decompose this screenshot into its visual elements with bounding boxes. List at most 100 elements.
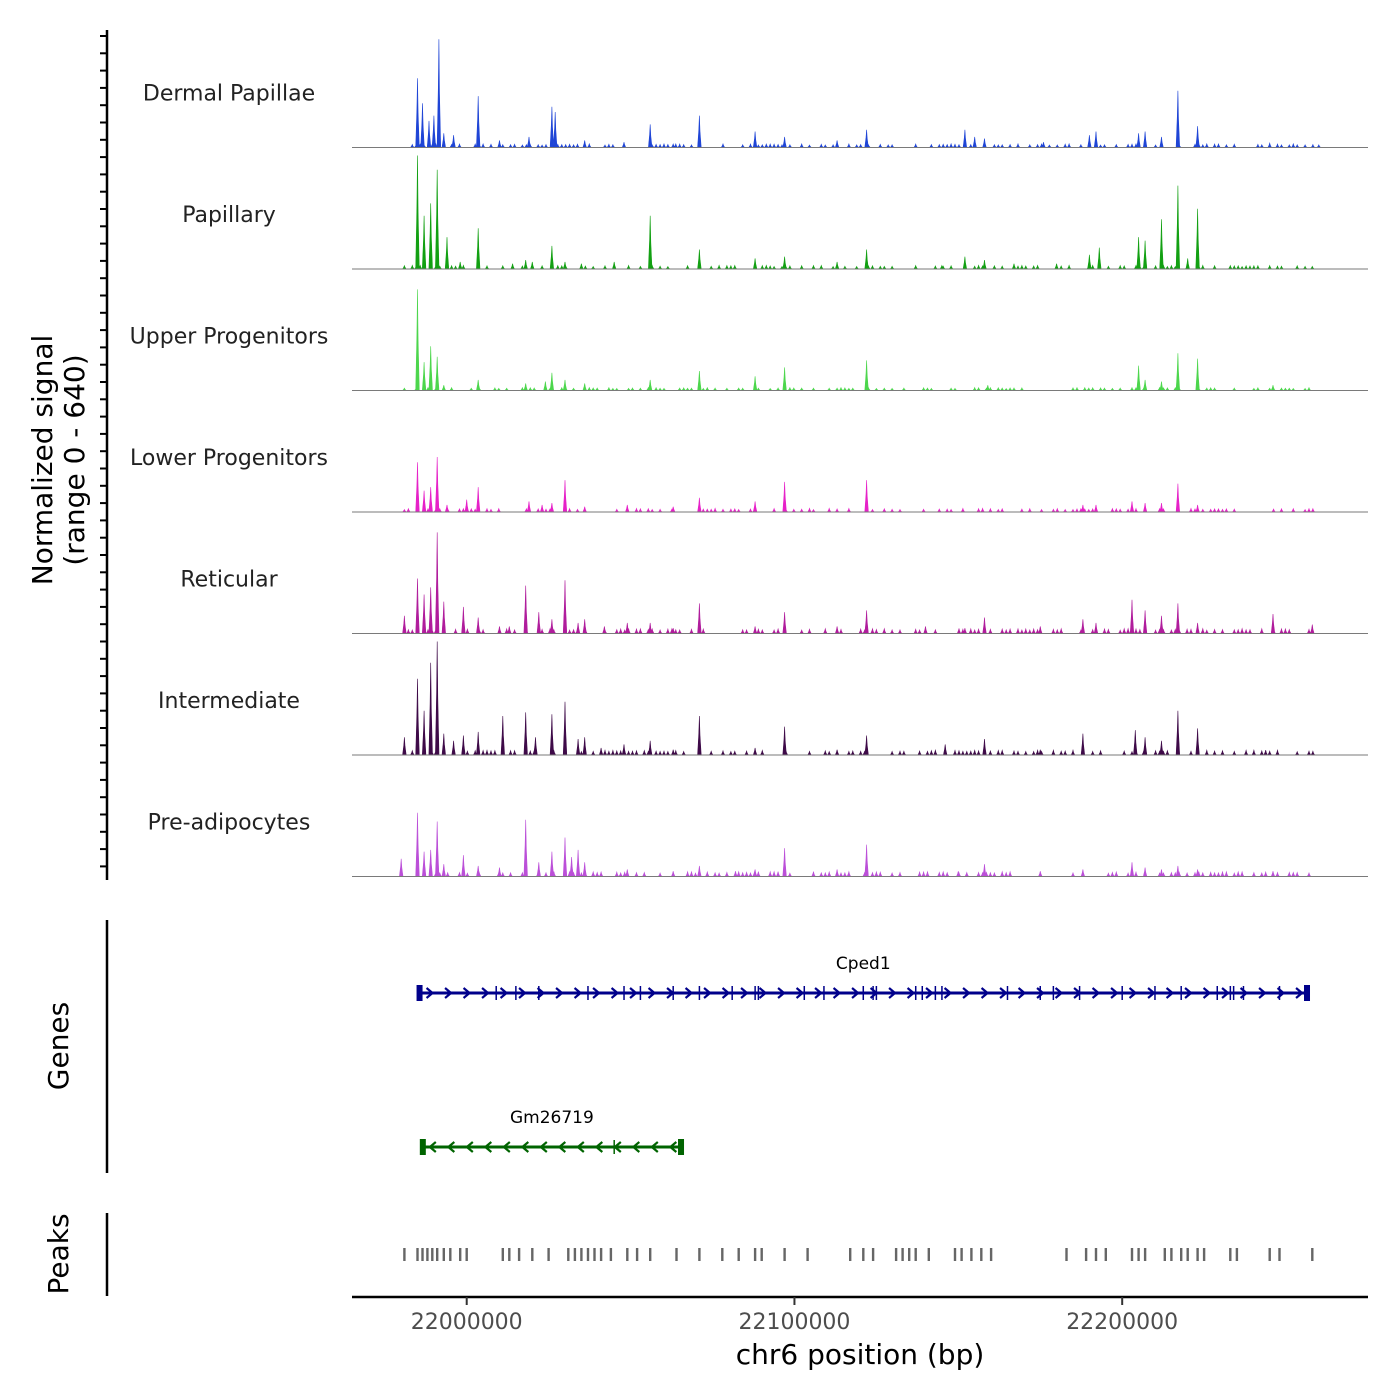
strand-arrow <box>462 987 472 999</box>
genes-ylabel: Genes <box>42 1002 75 1090</box>
coverage-signal <box>397 456 1323 513</box>
peak-region <box>442 1248 445 1261</box>
track-label: Dermal Papillae <box>143 82 315 107</box>
peak-region <box>1163 1248 1166 1261</box>
strand-arrow <box>1184 987 1193 999</box>
peak-region <box>908 1248 911 1261</box>
peak-region <box>626 1248 629 1261</box>
peak-region <box>421 1248 424 1261</box>
peak-region <box>426 1248 429 1261</box>
peak-region <box>1202 1248 1206 1261</box>
peak-region <box>1180 1248 1183 1261</box>
strand-arrow <box>499 987 509 999</box>
peak-region <box>431 1248 434 1261</box>
strand-arrow <box>668 1141 678 1153</box>
coverage-track: Papillary <box>182 155 1368 270</box>
strand-arrow <box>465 1141 474 1153</box>
strand-arrow <box>610 987 620 999</box>
peak-region <box>1137 1248 1140 1261</box>
coverage-signal <box>397 289 1323 391</box>
coverage-track: Upper Progenitors <box>130 289 1368 391</box>
strand-arrow <box>943 987 953 999</box>
peak-region <box>508 1248 511 1261</box>
peak-region <box>436 1248 439 1261</box>
peak-region <box>517 1248 521 1261</box>
strand-arrow <box>1276 987 1286 999</box>
gene-label: Cped1 <box>836 954 891 974</box>
x-axis-title: chr6 position (bp) <box>736 1338 985 1371</box>
peak-region <box>914 1248 917 1261</box>
strand-arrow <box>647 987 657 999</box>
strand-arrow <box>444 987 453 999</box>
coverage-track: Reticular <box>180 532 1368 634</box>
strand-arrow <box>557 1141 567 1153</box>
strand-arrow <box>869 987 879 999</box>
strand-arrow <box>1017 987 1027 999</box>
peak-region <box>547 1248 550 1261</box>
peak-region <box>862 1248 865 1261</box>
peak-region <box>980 1248 983 1261</box>
strand-arrow <box>1221 987 1230 999</box>
peak-region <box>567 1248 570 1261</box>
strand-arrow <box>425 987 435 999</box>
strand-arrow <box>502 1141 511 1153</box>
peak-region <box>849 1248 852 1261</box>
strand-arrow <box>1239 987 1249 999</box>
strand-arrow <box>631 1141 641 1153</box>
strand-arrow <box>1128 987 1138 999</box>
strand-arrow <box>629 987 638 999</box>
peak-region <box>675 1248 678 1261</box>
strand-arrow <box>721 987 731 999</box>
strand-arrow <box>814 987 823 999</box>
strand-arrow <box>446 1141 456 1153</box>
coverage-y-ticks <box>100 35 107 868</box>
peak-region <box>1186 1248 1189 1261</box>
coverage-signal <box>397 532 1323 634</box>
coverage-track: Pre-adipocytes <box>148 811 1368 877</box>
peak-region <box>1084 1248 1088 1261</box>
strand-arrow <box>594 1141 604 1153</box>
track-label: Lower Progenitors <box>130 446 328 471</box>
peak-region <box>760 1248 763 1261</box>
peak-region <box>459 1248 462 1261</box>
gene-label: Gm26719 <box>510 1108 594 1128</box>
peak-region <box>403 1248 406 1261</box>
strand-arrow <box>613 1141 622 1153</box>
peak-region <box>953 1248 957 1261</box>
x-axis-ticks: 22000000 22100000 22200000 <box>411 1297 1178 1335</box>
gene-exon <box>419 1139 426 1155</box>
peak-region <box>580 1248 583 1261</box>
peak-region <box>1143 1248 1147 1261</box>
coverage-track: Dermal Papillae <box>143 39 1368 148</box>
coverage-signal <box>397 155 1323 270</box>
strand-arrow <box>573 987 583 999</box>
peak-region <box>783 1248 786 1261</box>
strand-arrow <box>1147 987 1156 999</box>
x-tick-label: 22000000 <box>411 1310 523 1335</box>
peak-region <box>1104 1248 1107 1261</box>
peak-region <box>609 1248 613 1261</box>
peak-region <box>989 1248 993 1261</box>
x-tick-label: 22100000 <box>738 1310 850 1335</box>
peak-region <box>894 1248 898 1261</box>
peak-region <box>698 1248 701 1261</box>
peak-region <box>970 1248 973 1261</box>
track-label: Upper Progenitors <box>130 325 329 350</box>
coverage-signal <box>397 812 1323 877</box>
strand-arrow <box>1165 987 1175 999</box>
strand-arrow <box>576 1141 585 1153</box>
gene: Gm26719 <box>419 1108 685 1155</box>
coverage-signal <box>397 641 1323 756</box>
strand-arrow <box>555 987 564 999</box>
strand-arrow <box>888 987 897 999</box>
strand-arrow <box>1202 987 1212 999</box>
strand-arrow <box>684 987 694 999</box>
strand-arrow <box>1295 987 1304 999</box>
peak-region <box>1196 1248 1199 1261</box>
track-label: Papillary <box>182 203 276 228</box>
coverage-y-axis-title: Normalized signal (range 0 - 640) <box>26 335 91 586</box>
peak-region <box>416 1248 419 1261</box>
peak-region <box>1094 1248 1098 1261</box>
peak-region <box>1130 1248 1134 1261</box>
